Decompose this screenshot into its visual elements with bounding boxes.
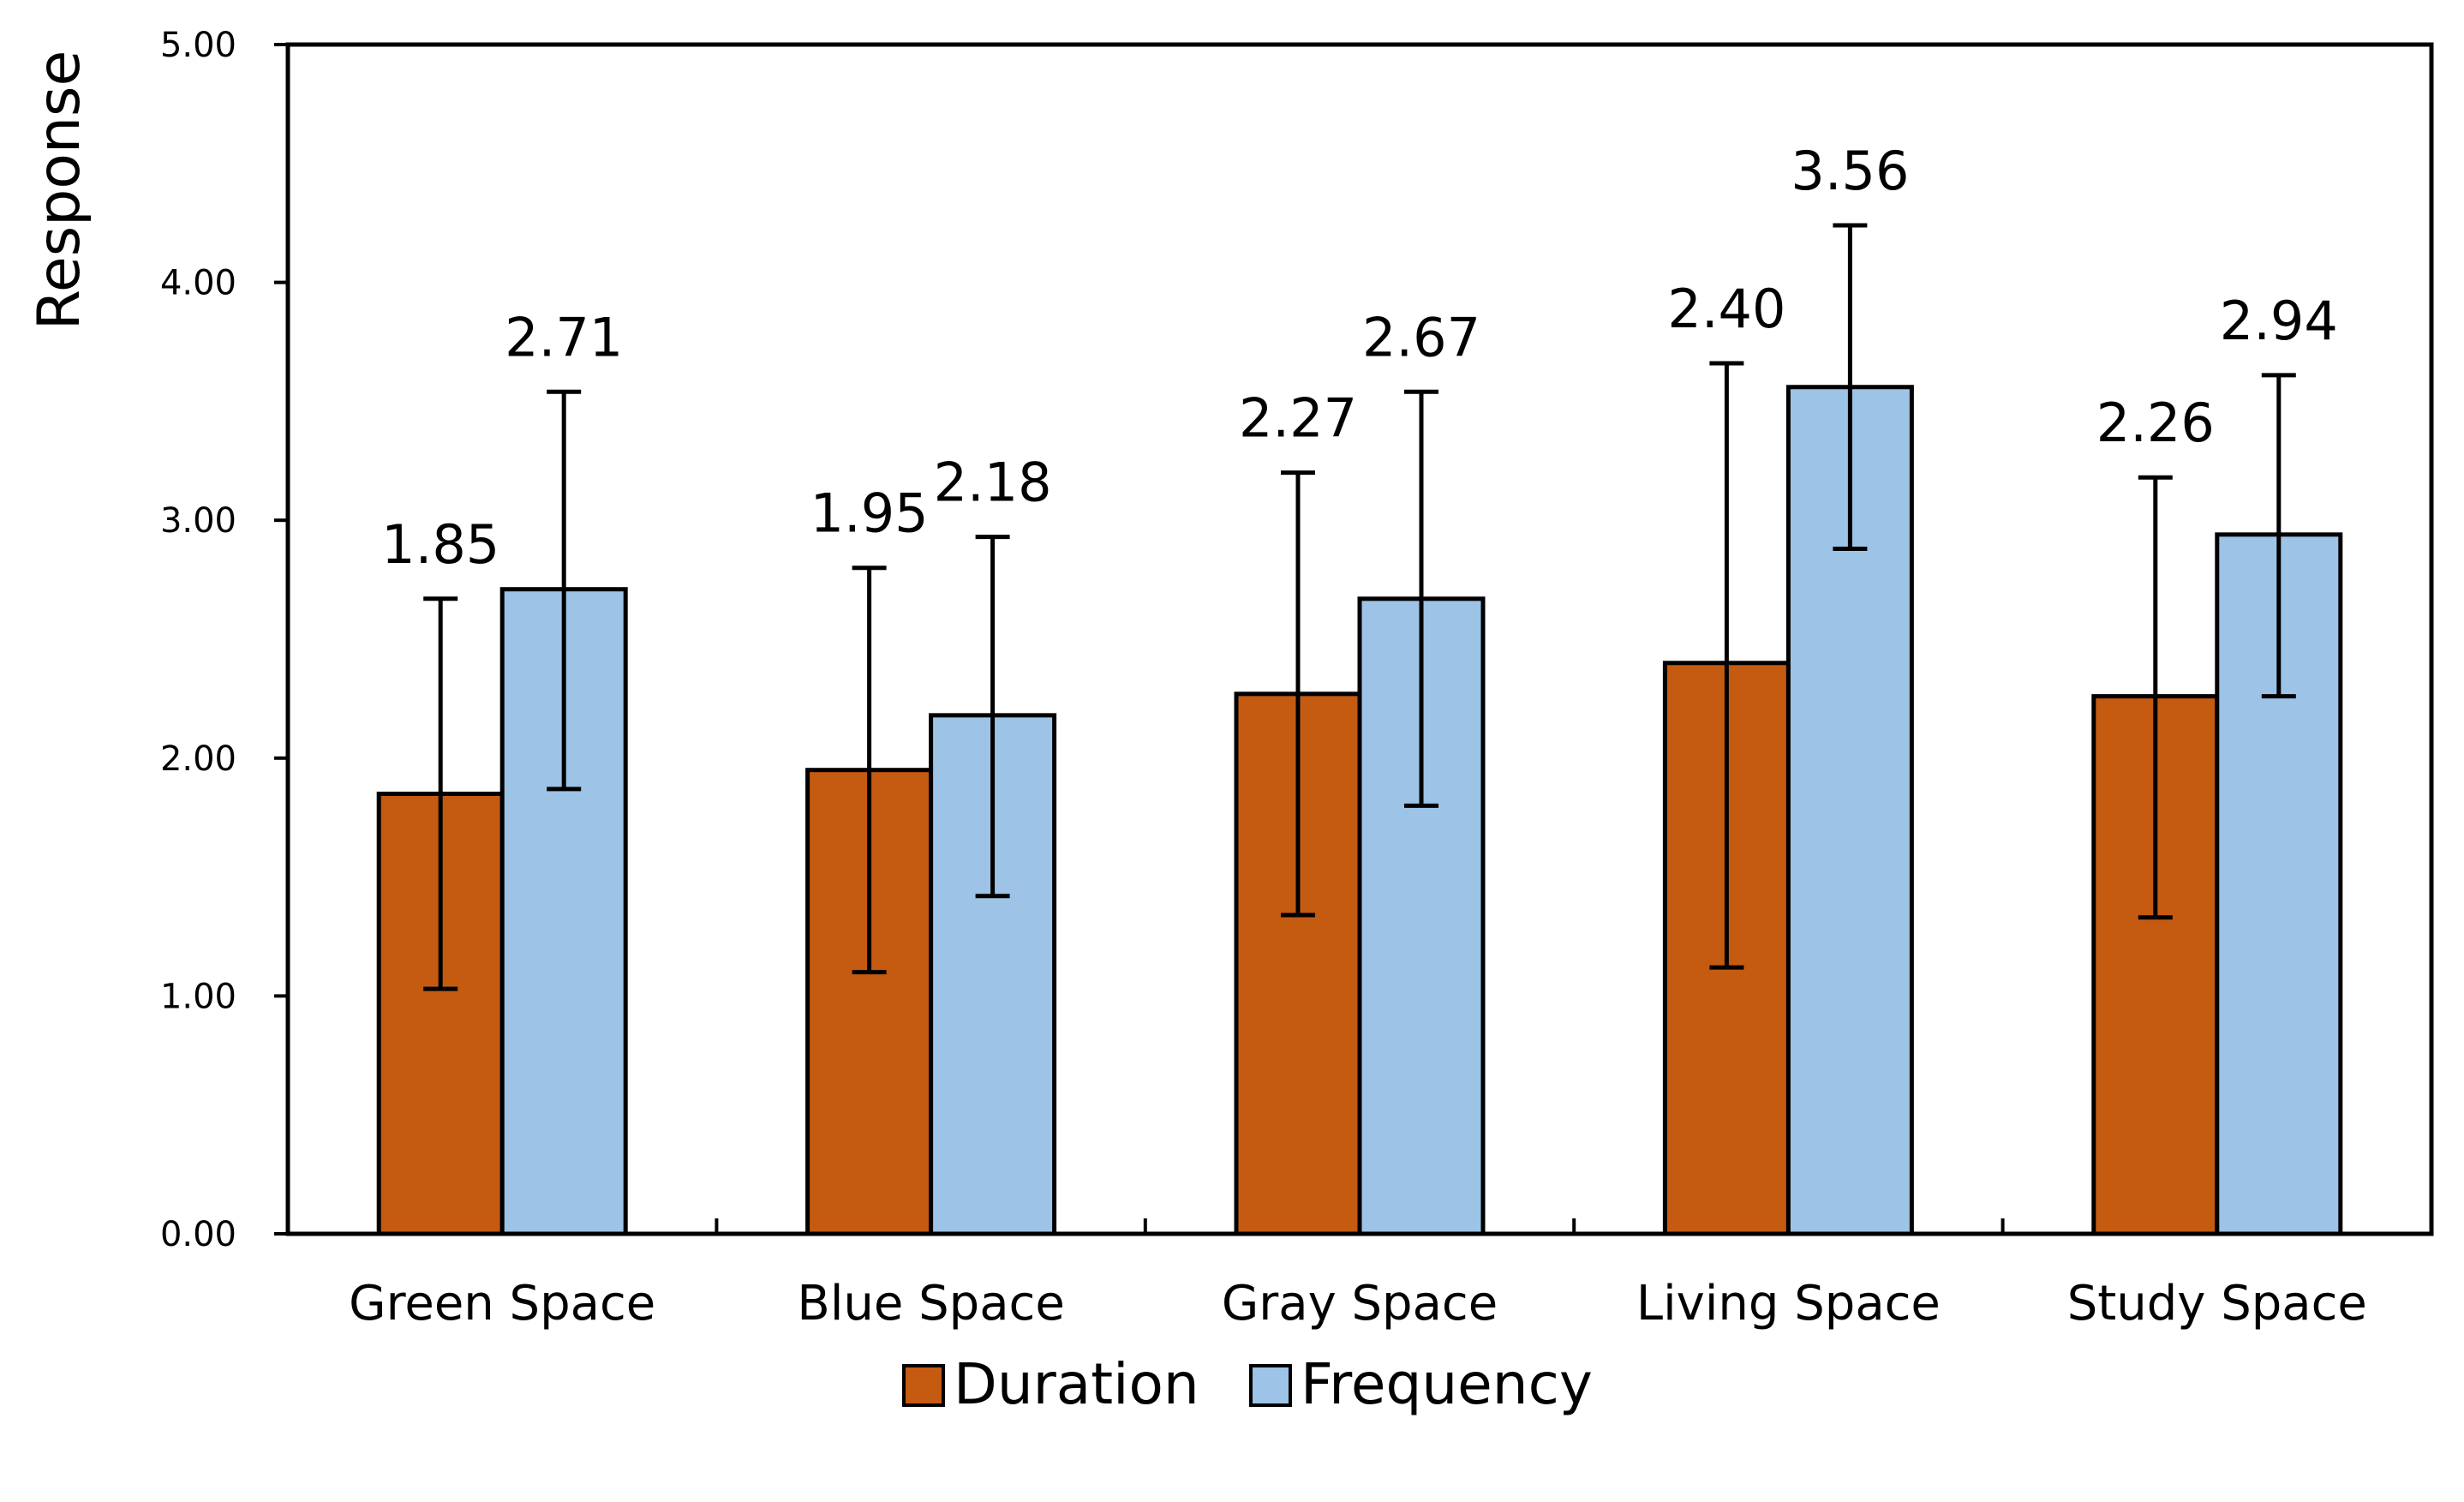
legend-label-duration: Duration bbox=[954, 1351, 1199, 1417]
y-tick-label: 2.00 bbox=[160, 739, 236, 779]
legend-swatch-frequency bbox=[1249, 1364, 1292, 1407]
legend: Duration Frequency bbox=[902, 1351, 1593, 1417]
data-label: 2.94 bbox=[2220, 290, 2338, 352]
data-label: 2.67 bbox=[1362, 306, 1480, 368]
bars-group bbox=[376, 385, 2343, 1236]
y-tick-label: 5.00 bbox=[160, 26, 236, 65]
error-bars-group bbox=[423, 223, 2296, 991]
legend-swatch-duration bbox=[902, 1364, 945, 1407]
data-label: 1.85 bbox=[381, 513, 499, 576]
y-tick-label: 3.00 bbox=[160, 501, 236, 541]
axes-group: 0.00 1.00 2.00 3.00 4.00 5.00 Green Space Blue … bbox=[160, 26, 2367, 1331]
legend-label-frequency: Frequency bbox=[1301, 1351, 1593, 1417]
x-category-label: Gray Space bbox=[1222, 1276, 1498, 1331]
data-label: 2.71 bbox=[505, 306, 623, 368]
x-category-label: Living Space bbox=[1636, 1276, 1941, 1331]
plot-area-frame bbox=[285, 42, 2434, 1236]
x-category-label: Green Space bbox=[349, 1276, 655, 1331]
y-axis-title: Response bbox=[26, 51, 93, 331]
data-label: 2.40 bbox=[1667, 278, 1785, 340]
data-label: 2.26 bbox=[2096, 392, 2215, 454]
x-category-label: Blue Space bbox=[797, 1276, 1064, 1331]
y-tick-label: 0.00 bbox=[160, 1215, 236, 1254]
x-category-label: Study Space bbox=[2067, 1276, 2367, 1331]
data-label: 2.18 bbox=[934, 452, 1052, 514]
data-label: 1.95 bbox=[810, 482, 929, 545]
data-labels-group: 1.85 1.95 2.27 2.40 2.26 2.71 2.18 2.67 3.56 2.94 bbox=[381, 140, 2338, 576]
y-tick-label: 4.00 bbox=[160, 264, 236, 303]
data-label: 2.27 bbox=[1239, 387, 1357, 450]
y-tick-label: 1.00 bbox=[160, 977, 236, 1016]
plot-frame-group bbox=[285, 42, 2434, 1236]
data-label: 3.56 bbox=[1791, 140, 1909, 202]
